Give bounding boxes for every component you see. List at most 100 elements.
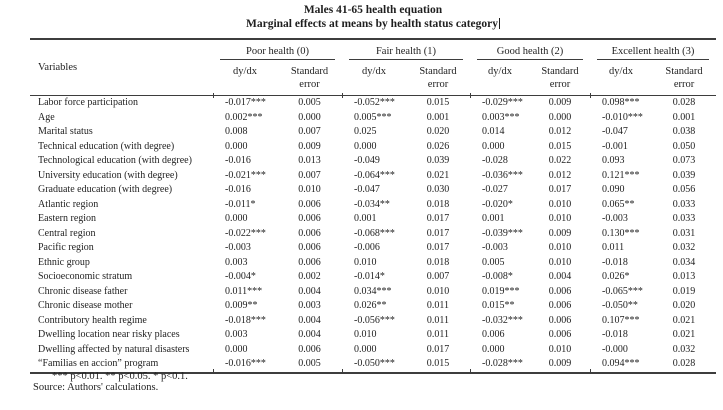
dydx-column-header: dy/dx (213, 63, 277, 96)
standard-error-value: 0.015 (426, 97, 450, 108)
table-row: Chronic disease father 0.011*** 0.004 0.034… (30, 285, 716, 300)
group-label: Good health (2) (477, 43, 584, 60)
variable-name: Chronic disease father (38, 285, 128, 297)
title-line-1: Males 41-65 health equation (303, 4, 443, 16)
variable-name: Socioeconomic stratum (38, 271, 133, 282)
variable-name: Central region (38, 227, 96, 239)
table-row: Technological education (with degree) -0.… (30, 154, 716, 169)
dydx-value: 0.130*** (602, 227, 640, 239)
table-row: Dwelling affected by natural disasters 0.… (30, 343, 716, 358)
standard-error-value: 0.015 (548, 140, 572, 152)
dydx-value: -0.029*** (482, 97, 523, 108)
standard-error-value: 0.021 (672, 329, 696, 340)
dydx-column-header: dy/dx (342, 63, 406, 96)
variable-name: Atlantic region (38, 198, 99, 210)
title-line-2: Marginal effects at means by health stat… (30, 17, 716, 31)
standard-error-value: 0.000 (548, 111, 572, 123)
variable-name: Graduate education (with degree) (38, 184, 173, 195)
standard-error-column-header: Standard error (277, 63, 342, 96)
table-row: Pacific region -0.003 0.006 -0.006 0.017 -0.0… (30, 241, 716, 256)
cell-border-tick (470, 369, 471, 374)
standard-error-value: 0.050 (672, 140, 696, 152)
standard-error-value: 0.009 (298, 140, 321, 152)
standard-error-value: 0.039 (426, 155, 450, 166)
standard-error-value: 0.039 (672, 169, 696, 181)
table-row: Ethnic group 0.003 0.006 0.010 0.018 0.005 0.0… (30, 256, 716, 271)
standard-error-value: 0.033 (672, 198, 696, 210)
standard-error-value: 0.073 (672, 155, 696, 166)
se-header-line2: error (549, 78, 571, 90)
standard-error-value: 0.028 (672, 97, 696, 108)
standard-error-value: 0.033 (672, 213, 696, 224)
standard-error-column-header: Standard error (406, 63, 470, 96)
dydx-value: -0.018*** (225, 314, 266, 326)
dydx-value: 0.000 (225, 343, 248, 355)
table-body: Labor force participation -0.017*** 0.005 -… (30, 96, 716, 373)
dydx-value: 0.011 (602, 242, 625, 253)
standard-error-value: 0.011 (426, 329, 450, 340)
standard-error-value: 0.021 (672, 314, 696, 326)
dydx-value: 0.001 (482, 213, 505, 224)
dydx-value: 0.003 (225, 256, 248, 268)
table-row: Labor force participation -0.017*** 0.005 -… (30, 96, 716, 111)
cell-border-tick (342, 93, 343, 98)
dydx-value: -0.021*** (225, 169, 266, 181)
se-header-line2: error (673, 78, 695, 90)
variable-name: Eastern region (38, 213, 97, 224)
dydx-value: 0.026* (602, 271, 630, 282)
standard-error-value: 0.017 (426, 213, 450, 224)
title-line-2-text: Marginal effects at means by health stat… (246, 18, 498, 30)
dydx-value: -0.001 (602, 140, 628, 152)
cell-border-tick (590, 93, 591, 98)
dydx-value: 0.005 (482, 256, 505, 268)
dydx-value: -0.008* (482, 271, 513, 282)
standard-error-value: 0.013 (298, 155, 321, 166)
standard-error-value: 0.006 (298, 343, 321, 355)
dydx-value: -0.011* (225, 198, 256, 210)
dydx-value: -0.018 (602, 256, 628, 268)
standard-error-value: 0.026 (426, 140, 450, 152)
dydx-value: 0.065** (602, 198, 635, 210)
table-row: Central region -0.022*** 0.006 -0.068*** 0.0… (30, 227, 716, 242)
variable-name: University education (with degree) (38, 169, 178, 181)
dydx-value: 0.008 (225, 126, 248, 137)
standard-error-value: 0.030 (426, 184, 450, 195)
table-header: Variables Poor health (0) Fair health (1… (30, 39, 717, 96)
text-cursor (499, 18, 500, 29)
standard-error-value: 0.017 (426, 343, 450, 355)
dydx-value: 0.014 (482, 126, 505, 137)
table-title: Males 41-65 health equation Marginal eff… (30, 3, 716, 31)
dydx-value: -0.006 (354, 242, 380, 253)
standard-error-value: 0.010 (548, 343, 572, 355)
standard-error-value: 0.009 (548, 227, 572, 239)
variable-name: Dwelling location near risky places (38, 329, 180, 340)
dydx-value: -0.016*** (225, 358, 266, 369)
dydx-value: -0.000 (602, 343, 628, 355)
dydx-value: 0.003 (225, 329, 248, 340)
dydx-value: 0.090 (602, 184, 625, 195)
group-label: Poor health (0) (220, 43, 335, 60)
dydx-value: -0.050** (602, 300, 638, 311)
standard-error-value: 0.007 (298, 169, 321, 181)
dydx-value: 0.010 (354, 329, 377, 340)
dydx-value: 0.009** (225, 300, 258, 311)
dydx-value: 0.006 (482, 329, 505, 340)
standard-error-column-header: Standard error (652, 63, 717, 96)
variable-name: Dwelling affected by natural disasters (38, 343, 190, 355)
standard-error-value: 0.001 (426, 111, 450, 123)
standard-error-value: 0.034 (672, 256, 696, 268)
table-row: Socioeconomic stratum -0.004* 0.002 -0.014*… (30, 270, 716, 285)
cell-border-tick (213, 93, 214, 98)
standard-error-value: 0.020 (672, 300, 696, 311)
table-row: Technical education (with degree) 0.000 0.… (30, 140, 716, 155)
dydx-value: -0.050*** (354, 358, 395, 369)
dydx-value: -0.068*** (354, 227, 395, 239)
dydx-value: -0.047 (354, 184, 380, 195)
dydx-value: -0.003 (225, 242, 251, 253)
standard-error-value: 0.004 (298, 285, 321, 297)
dydx-value: -0.028 (482, 155, 508, 166)
cell-border-tick (590, 369, 591, 374)
dydx-value: -0.028*** (482, 358, 523, 369)
standard-error-value: 0.006 (298, 242, 321, 253)
